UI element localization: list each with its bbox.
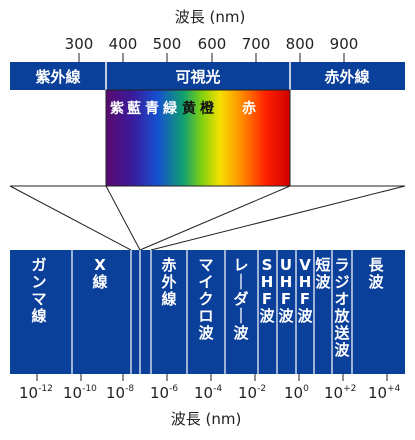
bottom-tick-label: 10-12 [19, 384, 53, 402]
top-tick-label: 600 [198, 35, 227, 53]
visible-spectrum-gradient [105, 89, 291, 187]
bottom-tick-label: 10+2 [324, 384, 356, 402]
bottom-tick-label: 10-2 [238, 384, 266, 402]
bottom-tick-label: 10-8 [106, 384, 134, 402]
band-label-gamma: ガンマ線 [31, 256, 46, 325]
bottom-band-bar [10, 250, 405, 374]
color-label-orange: 橙 [200, 100, 215, 117]
band-label-microwave: マイクロ波 [198, 256, 214, 342]
bottom-tick-label: 100 [284, 384, 309, 402]
top-tick-label: 300 [65, 35, 94, 53]
band-label-infrared: 赤外線 [324, 68, 369, 86]
bottom-tick-label: 10-4 [194, 384, 222, 402]
top-tick-label: 800 [286, 35, 315, 53]
bottom-tick-label: 10-6 [150, 384, 178, 402]
top-axis-ticks: 300 400 500 600 700 800 900 [65, 35, 359, 53]
color-label-blue: 青 [145, 100, 159, 117]
color-label-violet: 紫 [110, 100, 124, 117]
top-tick-label: 900 [330, 35, 359, 53]
bottom-axis-title: 波長 (nm) [171, 410, 242, 428]
bottom-tick-label: 10+4 [368, 384, 401, 402]
color-label-yellow: 黄 [182, 100, 196, 117]
bottom-axis-tick-marks [36, 374, 388, 381]
top-axis-title: 波長 (nm) [175, 8, 246, 26]
color-label-green: 緑 [163, 100, 178, 117]
top-tick-label: 400 [109, 35, 138, 53]
band-label-radar: レ｜ダ｜波 [233, 256, 249, 342]
color-label-red: 赤 [242, 101, 256, 117]
visible-color-labels: 紫 藍 青 緑 黄 橙 赤 [110, 100, 256, 117]
bottom-band-dividers [71, 250, 353, 374]
band-label-visible: 可視光 [175, 68, 220, 86]
top-tick-label: 700 [242, 35, 271, 53]
band-label-shortwave: 短波 [315, 256, 331, 291]
bottom-tick-label: 10-10 [63, 384, 97, 402]
top-tick-label: 500 [153, 35, 182, 53]
band-label-ultraviolet: 紫外線 [35, 68, 80, 86]
band-label-radio-broadcast: ラジオ放送波 [333, 256, 350, 359]
color-label-indigo: 藍 [127, 100, 141, 117]
zoom-lines [9, 185, 406, 251]
band-label-longwave: 長波 [368, 256, 384, 291]
band-label-infrared-wave: 赤外線 [160, 256, 176, 308]
bottom-axis-ticks: 10-12 10-10 10-8 10-6 10-4 10-2 100 10+2… [19, 384, 401, 402]
top-axis-tick-marks [78, 53, 345, 62]
top-band-bar [10, 62, 405, 90]
